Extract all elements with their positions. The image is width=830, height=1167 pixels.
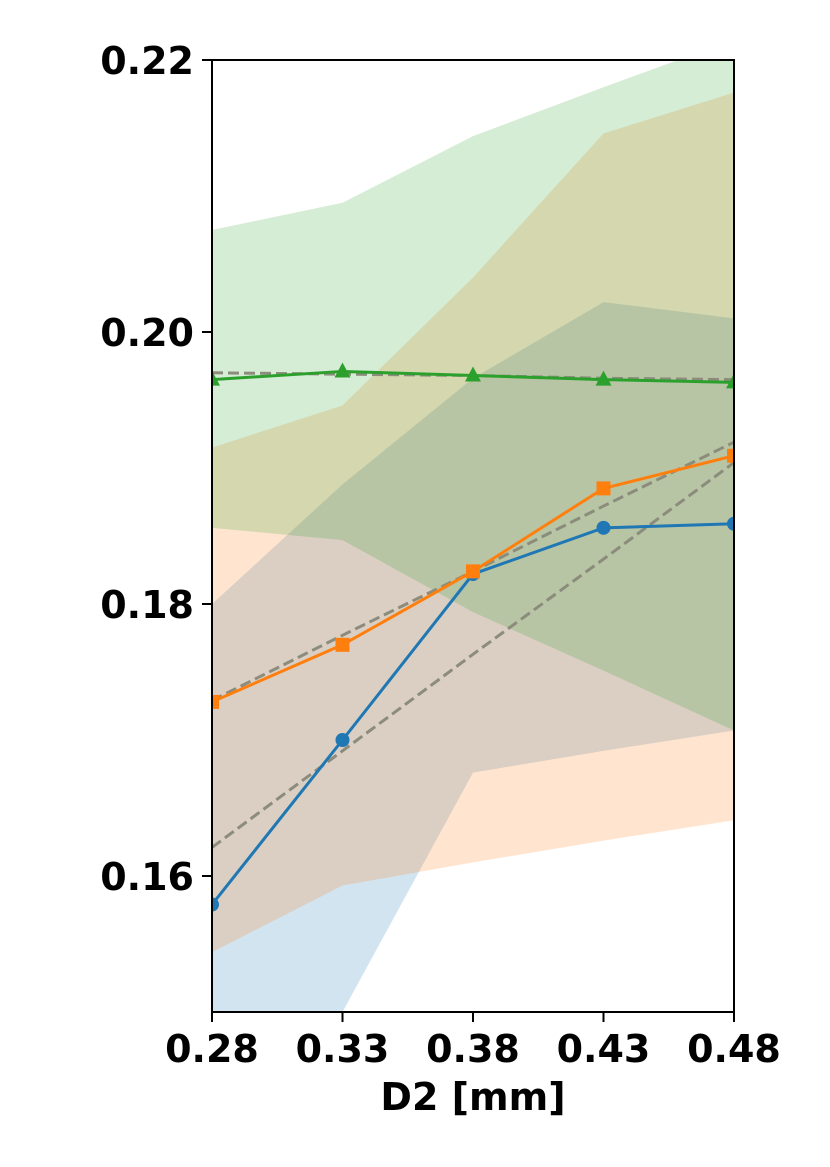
error-band: [212, 302, 734, 1012]
marker: [595, 370, 612, 386]
marker: [727, 448, 734, 463]
error-band: [212, 60, 734, 731]
x-tick-label: 0.48: [687, 1027, 781, 1071]
marker: [465, 366, 481, 382]
marker: [335, 637, 350, 652]
x-tick-label: 0.28: [165, 1027, 259, 1071]
plot-area: [212, 60, 734, 1012]
marker: [726, 373, 734, 389]
x-tick-label: 0.43: [557, 1027, 651, 1071]
marker: [466, 564, 480, 579]
fit-line: [212, 461, 734, 849]
x-tick-label: 0.38: [426, 1027, 520, 1071]
marker: [335, 733, 350, 747]
x-tick-label: 0.33: [296, 1027, 390, 1071]
y-tick-label: 0.22: [100, 39, 194, 83]
y-tick-label: 0.16: [100, 855, 194, 899]
marker: [596, 481, 611, 496]
marker: [212, 370, 220, 386]
marker: [727, 516, 734, 531]
x-axis-label: D2 [mm]: [380, 1075, 565, 1119]
marker: [212, 897, 219, 912]
marker: [596, 520, 611, 535]
marker: [334, 362, 351, 378]
marker: [212, 694, 219, 709]
y-tick-label: 0.18: [100, 583, 194, 627]
y-tick-label: 0.20: [100, 311, 194, 355]
